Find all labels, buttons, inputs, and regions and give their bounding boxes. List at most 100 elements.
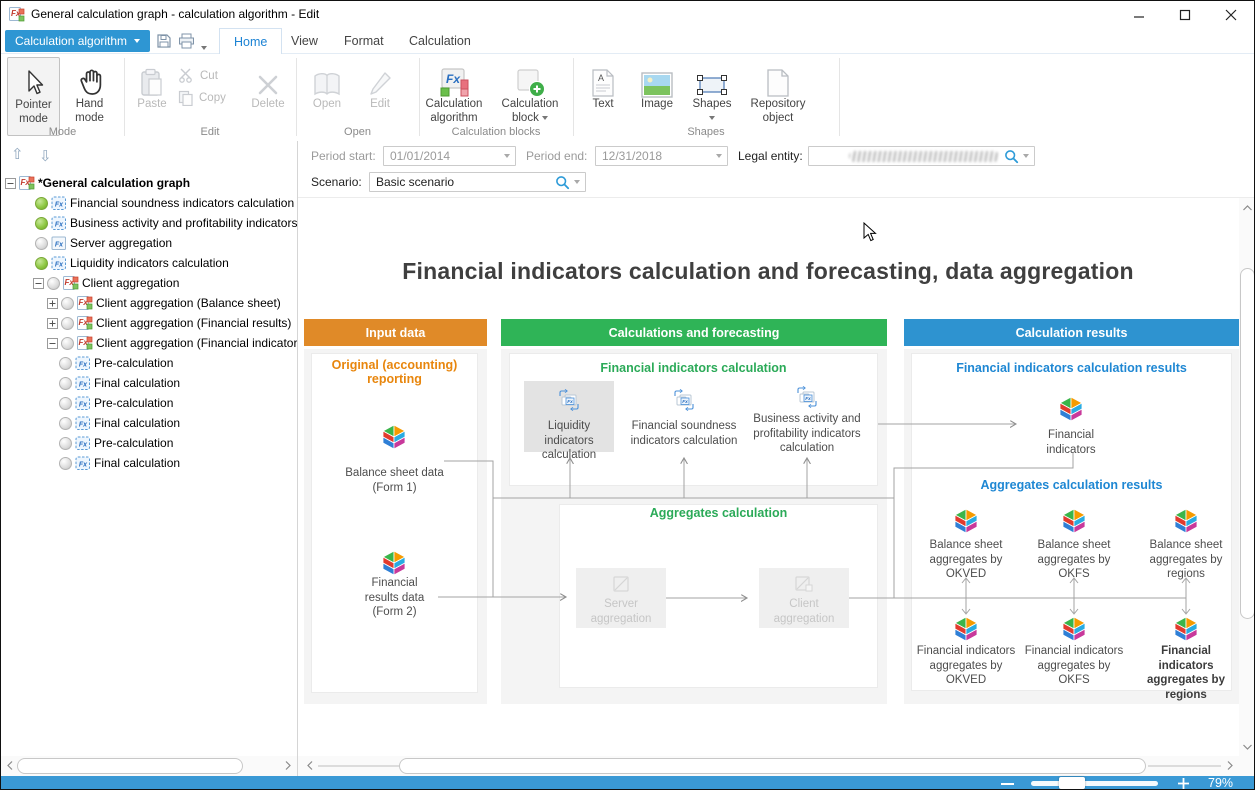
- canvas-horizontal-scrollbar[interactable]: [298, 756, 1254, 776]
- tab-calculation[interactable]: Calculation: [409, 33, 471, 48]
- scroll-left-button[interactable]: [303, 759, 316, 772]
- tree-row[interactable]: Fx Pre-calculation: [59, 433, 173, 453]
- tree-horizontal-scrollbar[interactable]: [1, 756, 297, 776]
- tab-home[interactable]: Home: [219, 28, 283, 54]
- tab-format[interactable]: Format: [344, 33, 384, 48]
- scroll-left-button[interactable]: [3, 759, 16, 772]
- tree-row[interactable]: Fx Final calculation: [59, 413, 180, 433]
- calculation-algorithm-button[interactable]: Fx Calculation algorithm: [423, 57, 485, 136]
- tree-row[interactable]: Fx Final calculation: [59, 373, 180, 393]
- paste-button[interactable]: Paste: [129, 57, 175, 136]
- search-icon[interactable]: [1004, 149, 1019, 164]
- scroll-right-button[interactable]: [281, 759, 294, 772]
- column-header-input-data[interactable]: Input data: [304, 319, 487, 346]
- zoom-in-button[interactable]: [1177, 777, 1190, 790]
- cube-icon[interactable]: [1061, 508, 1087, 534]
- column-header-results[interactable]: Calculation results: [904, 319, 1239, 346]
- app-menu-button[interactable]: Calculation algorithm: [5, 30, 151, 52]
- tree-row[interactable]: Fx Client aggregation (Balance sheet): [47, 293, 281, 313]
- calculation-block-button[interactable]: Calculation block: [495, 57, 565, 136]
- diagram-block-label[interactable]: Liquidity indicators calculation: [541, 420, 597, 462]
- period-end-input[interactable]: 12/31/2018: [595, 146, 728, 166]
- zoom-out-button[interactable]: [1001, 783, 1014, 785]
- copy-button[interactable]: Copy: [178, 90, 226, 106]
- vertical-scrollbar[interactable]: [1239, 198, 1254, 756]
- diagram-node-label[interactable]: Balance sheet aggregates by regions: [1149, 539, 1223, 581]
- scroll-down-button[interactable]: [1241, 740, 1254, 753]
- chevron-down-icon[interactable]: [716, 154, 722, 158]
- tree-row[interactable]: Fx Final calculation: [59, 453, 180, 473]
- tree-row[interactable]: Fx Client aggregation (Financial indicat…: [47, 333, 297, 353]
- diagram-node-label[interactable]: Financial indicators aggregates by OKVED: [916, 645, 1016, 687]
- quick-access-dropdown[interactable]: [201, 39, 207, 57]
- chevron-down-icon[interactable]: [504, 154, 510, 158]
- cube-icon[interactable]: [381, 424, 407, 450]
- diagram-canvas[interactable]: Financial indicators calculation and for…: [298, 198, 1239, 756]
- image-button[interactable]: Image: [633, 57, 681, 136]
- aggregates-section-title[interactable]: Aggregates calculation: [649, 506, 788, 520]
- shapes-button[interactable]: Shapes: [687, 57, 737, 136]
- tree-row[interactable]: Fx Pre-calculation: [59, 393, 173, 413]
- input-subtitle[interactable]: Original (accounting) reporting: [331, 358, 458, 386]
- diagram-node-label[interactable]: Financial indicators aggregates by regio…: [1147, 645, 1225, 702]
- diagram-node-label[interactable]: Financial indicators: [1046, 429, 1096, 456]
- indicators-section-title[interactable]: Financial indicators calculation: [600, 361, 787, 375]
- tree-row[interactable]: Fx Server aggregation: [35, 233, 172, 253]
- minimize-button[interactable]: [1116, 1, 1162, 28]
- calc-loop-icon[interactable]: Fx: [556, 387, 582, 418]
- diagram-block-disabled[interactable]: Client aggregation: [759, 568, 849, 628]
- cube-icon[interactable]: [1061, 616, 1087, 642]
- calc-loop-icon[interactable]: Fx: [794, 384, 820, 415]
- collapse-icon[interactable]: [5, 177, 16, 189]
- tree-scroll-thumb[interactable]: [17, 758, 243, 774]
- hand-mode-button[interactable]: Hand mode: [63, 57, 116, 136]
- panel-splitter[interactable]: [297, 141, 298, 776]
- results-aggregates-title[interactable]: Aggregates calculation results: [980, 478, 1163, 492]
- scroll-track[interactable]: [1148, 765, 1221, 767]
- diagram-block-selected[interactable]: [524, 381, 614, 452]
- scroll-track[interactable]: [318, 765, 401, 767]
- maximize-button[interactable]: [1162, 1, 1208, 28]
- legal-entity-input[interactable]: [808, 146, 1035, 166]
- tree-row[interactable]: Fx Liquidity indicators calculation: [35, 253, 229, 273]
- expand-icon[interactable]: [47, 317, 58, 329]
- save-button[interactable]: [156, 33, 172, 54]
- cube-icon[interactable]: [1058, 396, 1084, 422]
- diagram-node-label[interactable]: Balance sheet data (Form 1): [345, 467, 444, 494]
- canvas-scroll-thumb[interactable]: [399, 758, 1146, 774]
- search-icon[interactable]: [555, 175, 570, 190]
- tree-row[interactable]: Fx Client aggregation: [33, 273, 179, 293]
- print-button[interactable]: [178, 33, 195, 54]
- diagram-title[interactable]: Financial indicators calculation and for…: [402, 258, 1134, 284]
- pointer-mode-button[interactable]: Pointer mode: [7, 57, 60, 136]
- chevron-down-icon[interactable]: [1023, 154, 1029, 158]
- collapse-icon[interactable]: [33, 277, 44, 289]
- cube-icon[interactable]: [381, 550, 407, 576]
- diagram-block-disabled[interactable]: Server aggregation: [576, 568, 666, 628]
- repository-object-button[interactable]: Repository object: [745, 57, 811, 136]
- diagram-node-label[interactable]: Financial indicators aggregates by OKFS: [1024, 645, 1124, 687]
- edit-shape-button[interactable]: Edit: [357, 57, 403, 136]
- tree-row[interactable]: Fx Financial soundness indicators calcul…: [35, 193, 294, 213]
- tree-row[interactable]: Fx Pre-calculation: [59, 353, 173, 373]
- move-up-button[interactable]: ⇧: [11, 146, 24, 163]
- diagram-block-label[interactable]: Financial soundness indicators calculati…: [630, 420, 738, 447]
- cube-icon[interactable]: [1173, 508, 1199, 534]
- cube-icon[interactable]: [953, 616, 979, 642]
- results-indicators-title[interactable]: Financial indicators calculation results: [956, 361, 1187, 375]
- vertical-scroll-thumb[interactable]: [1240, 268, 1254, 619]
- scenario-input[interactable]: Basic scenario: [369, 172, 586, 192]
- delete-button[interactable]: Delete: [244, 57, 292, 136]
- collapse-icon[interactable]: [47, 337, 58, 349]
- open-button[interactable]: Open: [303, 57, 351, 136]
- tree-row-root[interactable]: Fx *General calculation graph: [5, 173, 190, 193]
- column-header-calculations[interactable]: Calculations and forecasting: [501, 319, 887, 346]
- calc-loop-icon[interactable]: Fx: [671, 387, 697, 418]
- scroll-right-button[interactable]: [1223, 759, 1236, 772]
- cut-button[interactable]: Cut: [178, 68, 218, 83]
- diagram-node-label[interactable]: Balance sheet aggregates by OKFS: [1037, 539, 1111, 581]
- move-down-button[interactable]: ⇩: [39, 148, 52, 165]
- chevron-down-icon[interactable]: [574, 180, 580, 184]
- diagram-node-label[interactable]: Financial results data (Form 2): [364, 577, 425, 619]
- diagram-block-label[interactable]: Business activity and profitability indi…: [753, 413, 861, 455]
